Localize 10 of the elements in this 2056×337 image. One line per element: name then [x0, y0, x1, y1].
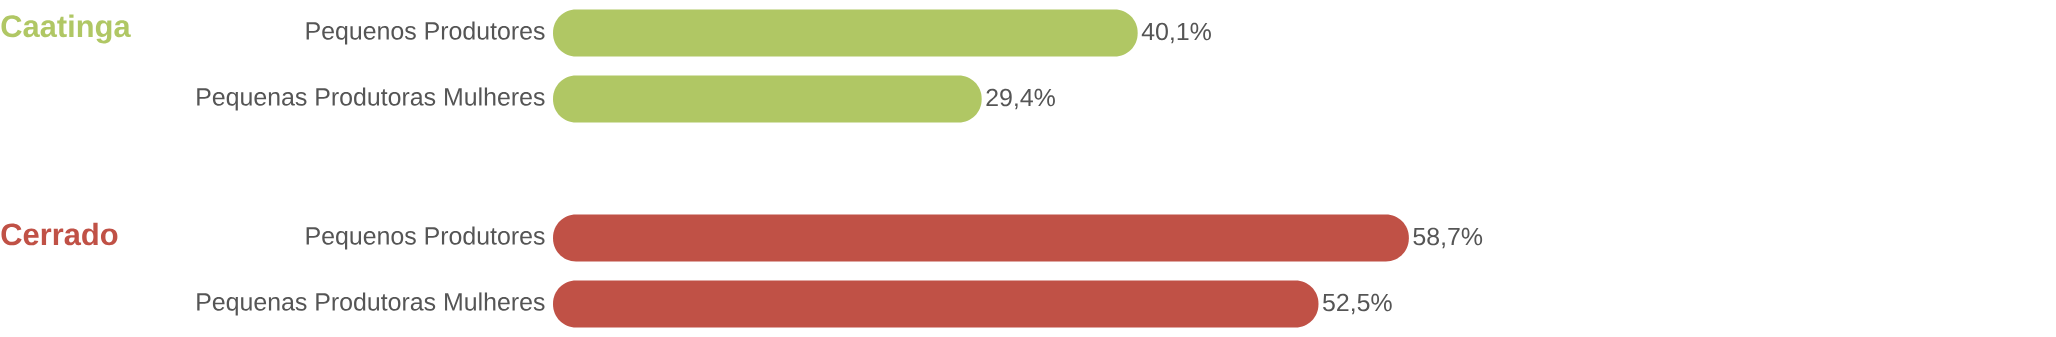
data-label: 52,5% — [1322, 293, 1392, 315]
text: Caatinga — [1, 14, 131, 44]
y-tick-label: Pequenas Produtoras Mulheres — [197, 292, 545, 316]
data-label: 40,1% — [1141, 22, 1211, 44]
text: Cerrado — [1, 222, 118, 246]
data-label: 29,4% — [986, 88, 1055, 110]
y-tick-label: Pequenas Produtoras Mulheres — [197, 87, 545, 111]
y-tick-label: Pequenos Produtores — [306, 21, 545, 45]
y-tick-label: Pequenos Produtores — [306, 226, 545, 250]
data-label: 58,7% — [1413, 227, 1483, 249]
